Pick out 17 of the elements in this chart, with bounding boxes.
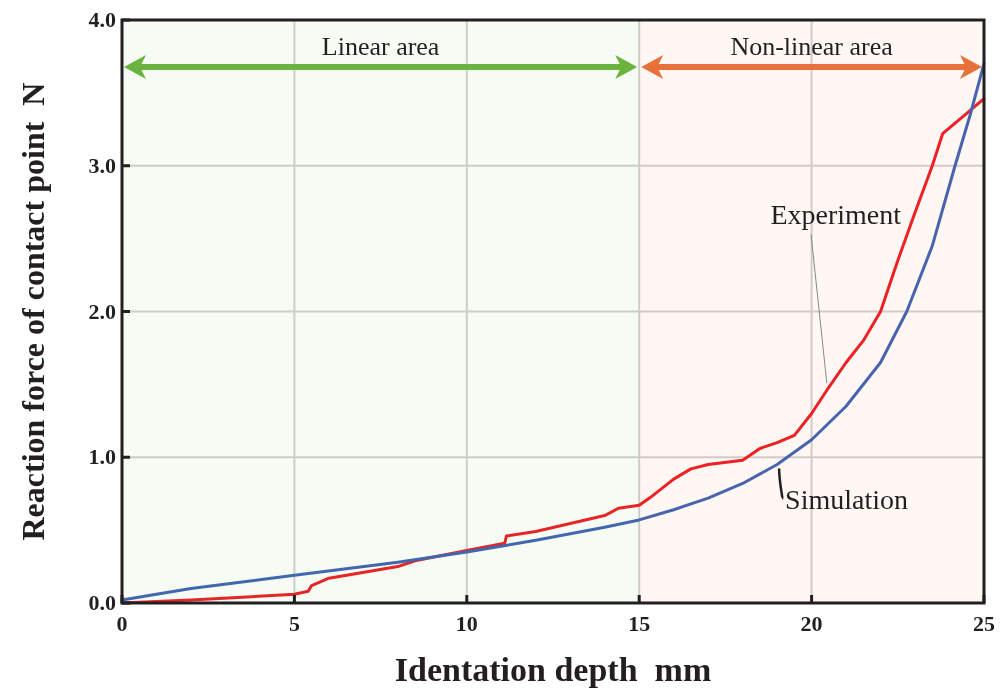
y-tick-label: 0.0 xyxy=(88,590,116,615)
series-label: Experiment xyxy=(770,199,902,231)
x-tick-label: 10 xyxy=(455,611,478,636)
y-axis-title: Reaction force of contact point N xyxy=(15,82,51,541)
x-tick-label: 15 xyxy=(628,611,651,636)
x-tick-label: 20 xyxy=(800,611,823,636)
y-tick-label: 1.0 xyxy=(88,444,116,470)
x-tick-label: 25 xyxy=(973,611,995,636)
x-tick-label: 0 xyxy=(116,611,128,636)
series-label: Simulation xyxy=(785,483,909,515)
y-tick-label: 4.0 xyxy=(88,7,116,32)
y-tick-label: 2.0 xyxy=(88,298,116,324)
x-tick-label: 5 xyxy=(288,611,300,636)
band-label: Non-linear area xyxy=(730,32,894,61)
band-label: Linear area xyxy=(321,32,440,61)
x-axis-title: Identation depth mm xyxy=(394,651,712,688)
y-tick-label: 3.0 xyxy=(88,152,116,178)
